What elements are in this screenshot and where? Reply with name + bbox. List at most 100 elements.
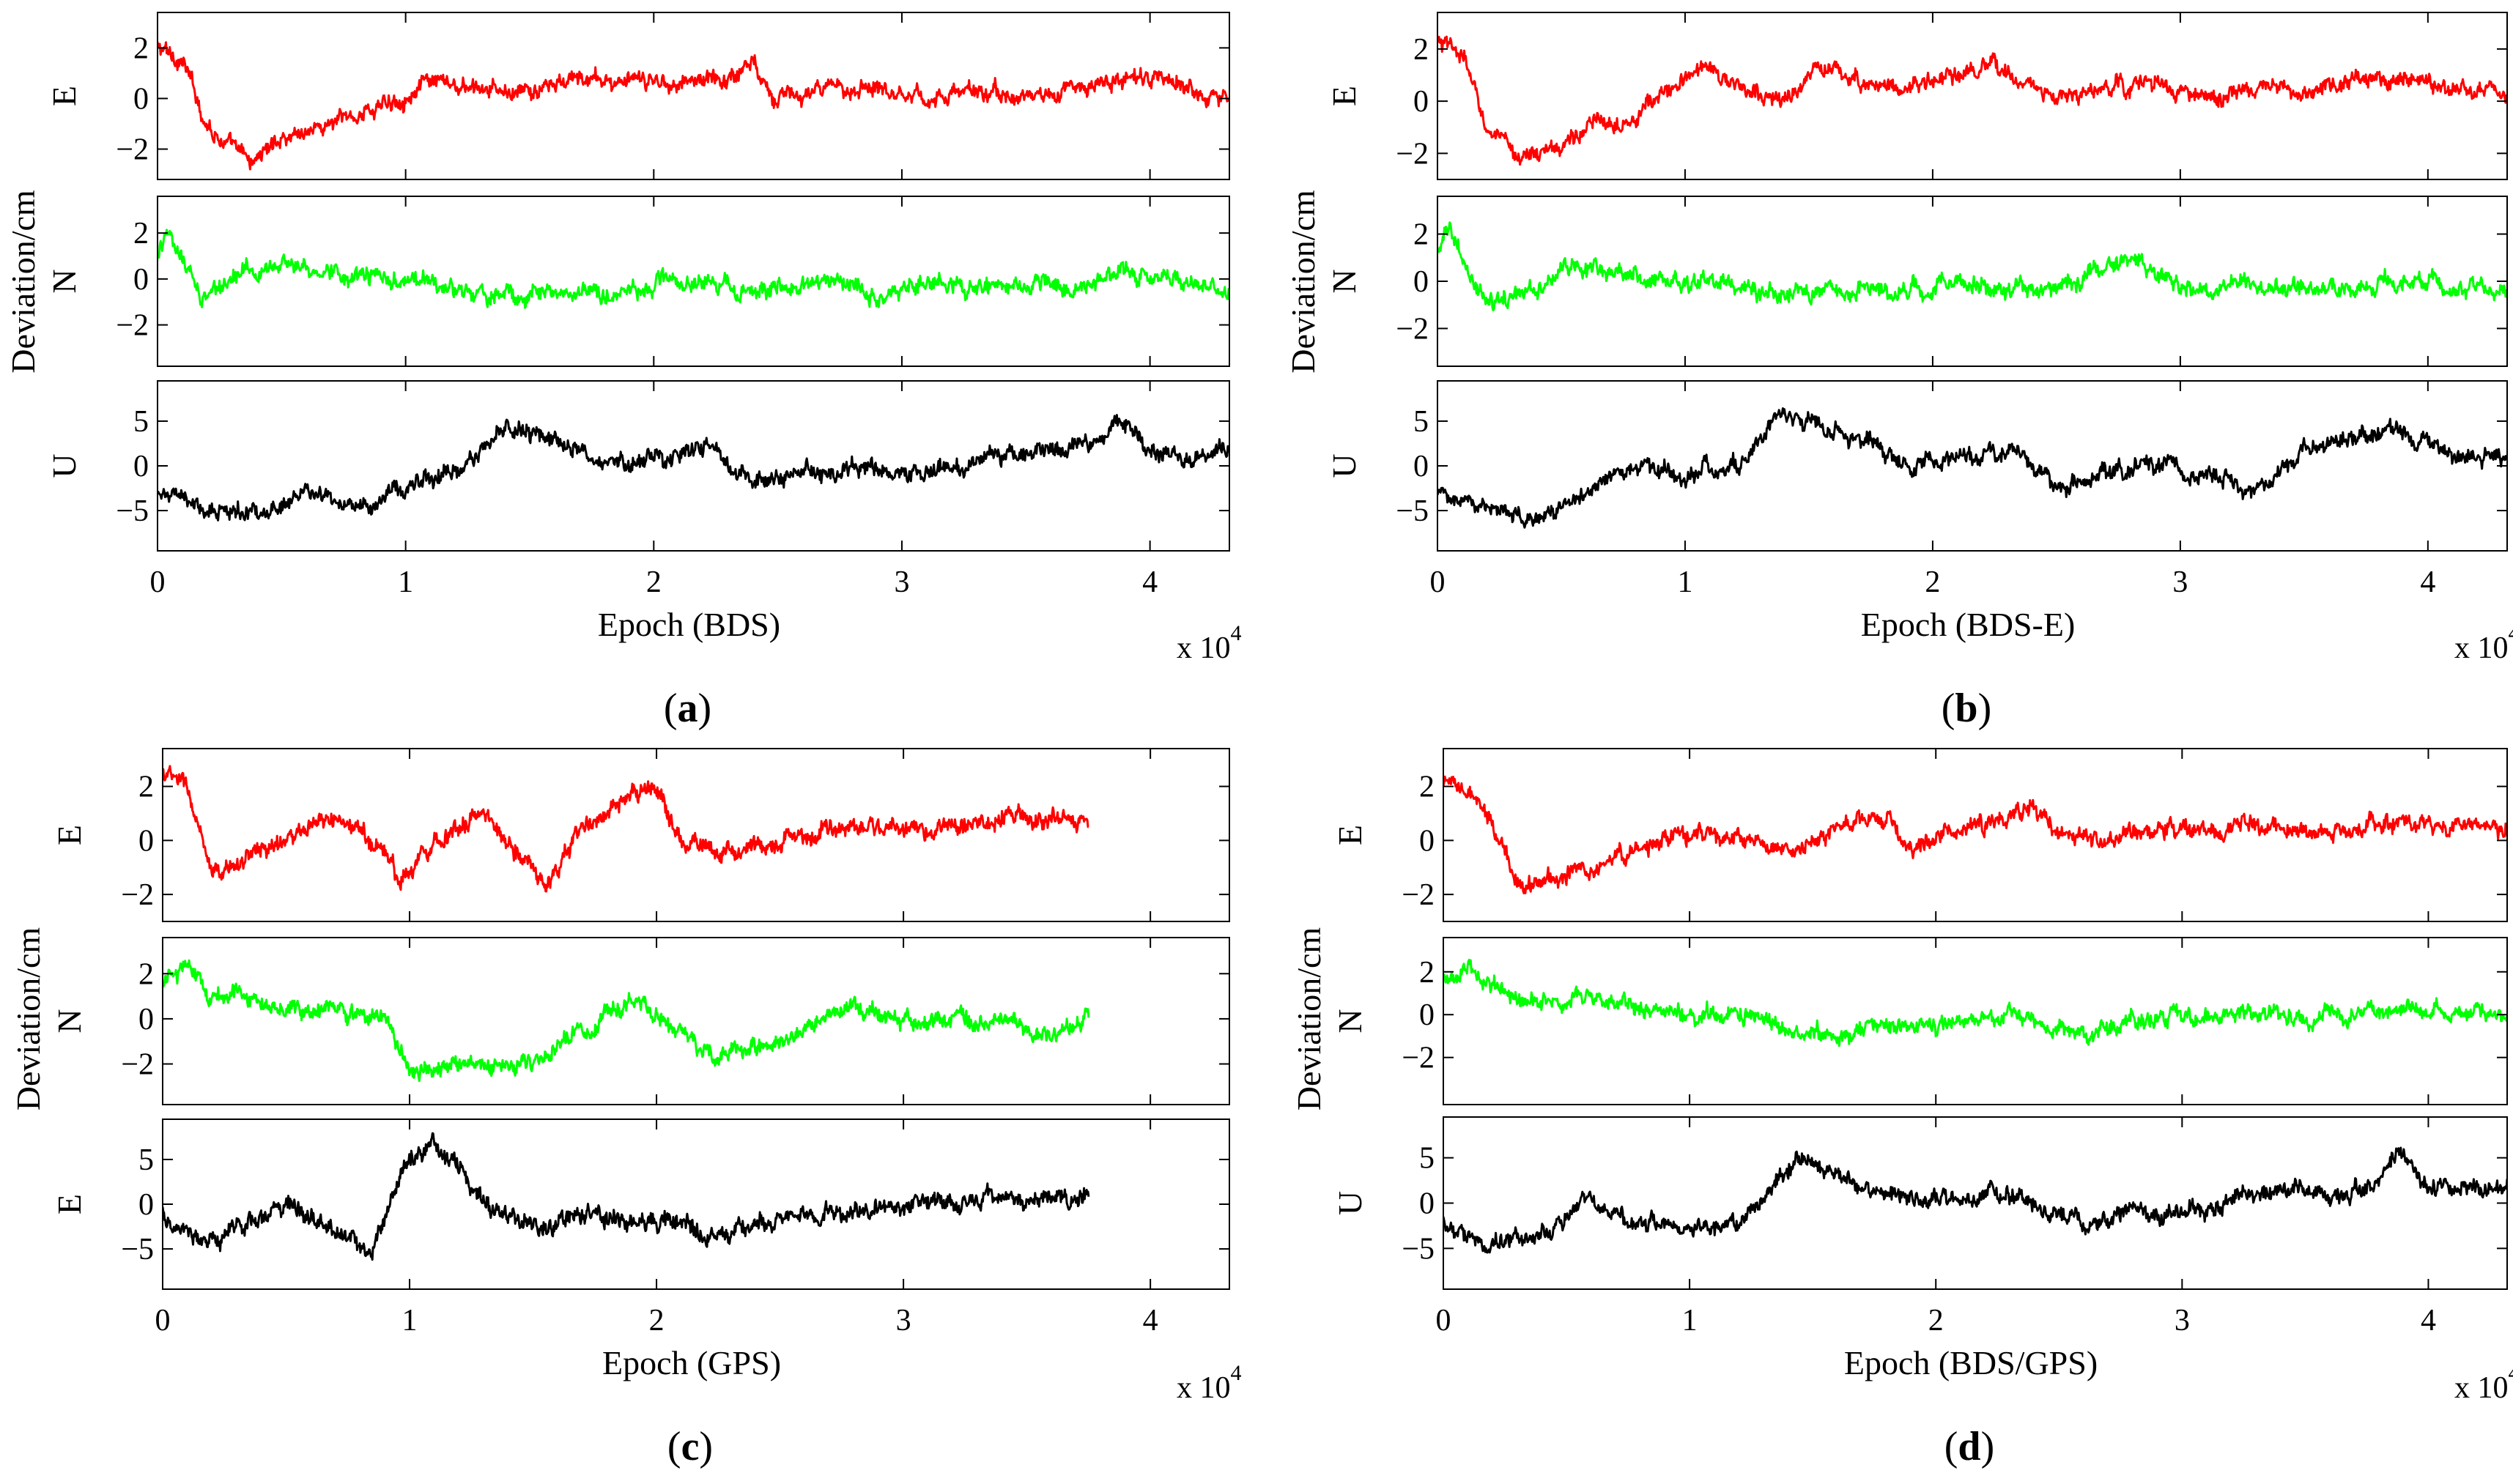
axes-frame [1443,937,2508,1105]
y-tick-label: −2 [121,1048,154,1082]
series-line-e [1437,35,2507,166]
x-axis-label: Epoch (BDS) [598,606,780,643]
x-tick-label: 1 [402,1304,418,1338]
y-tick-label: 0 [133,263,149,297]
subplot-n-1: −2 0 2 N [51,937,1230,1105]
y-tick-label: 5 [133,405,149,439]
y-tick-label: 0 [1413,85,1429,119]
x-tick-label: 1 [1682,1304,1698,1338]
subplot-e-0: −2 0 2 E [51,748,1230,922]
panel-caption: (b) [1942,686,1991,731]
component-label: E [1331,825,1369,845]
y-tick-label: −5 [1402,1232,1435,1266]
y-tick-label: −5 [121,1233,154,1266]
component-label: N [51,1009,88,1033]
series-line-u [1437,407,2507,529]
axes-frame [162,937,1230,1105]
y-tick-label: 2 [133,217,149,251]
x-tick-label: 0 [1430,565,1446,599]
x-tick-label: 3 [2175,1304,2190,1338]
subplot-n-1: −2 0 2 N [1331,937,2508,1105]
component-label: U [45,453,83,478]
series-line-e [1443,775,2507,894]
subplot-e-0: −2 0 2 E [1325,12,2508,180]
y-tick-label: 0 [1413,265,1429,299]
y-tick-label: 0 [138,824,154,858]
x-tick-label: 3 [894,565,909,599]
y-tick-label: 0 [1419,998,1435,1032]
y-axis-label: Deviation/cm [10,927,47,1111]
x-axis-label: Epoch (BDS-E) [1861,606,2076,643]
panel-caption: (c) [667,1424,713,1469]
x-axis-multiplier: x 104 [1177,621,1242,665]
axes-frame [157,12,1230,180]
component-label: U [1325,453,1363,478]
x-axis-exponent: 4 [2509,621,2513,645]
axes-frame [157,196,1230,367]
axes-frame [1437,12,2508,180]
chart-panel-b: −2 0 2 E −2 0 2 N −5 0 5 U Deviation/cm 0 1 2 3 4 Epoch (B… [1284,12,2513,731]
y-axis-label: Deviation/cm [1284,190,1322,374]
y-tick-label: 5 [1419,1142,1435,1176]
x-tick-label: 0 [150,565,166,599]
y-tick-label: 2 [138,957,154,991]
component-label: E [51,825,88,845]
x-tick-label: 2 [646,565,662,599]
y-tick-label: −2 [1396,312,1429,346]
series-line-e [163,1132,1090,1261]
x-axis-multiplier: x 104 [2454,1361,2513,1405]
series-line-n [163,959,1090,1083]
x-tick-label: 3 [896,1304,911,1338]
x-axis-label: Epoch (BDS/GPS) [1844,1344,2098,1381]
component-label: U [1331,1191,1369,1215]
series-line-e [163,765,1089,893]
subplot-u-2: −5 0 5 U [1331,1116,2508,1290]
series-line-n [158,229,1229,309]
y-tick-label: 0 [1419,1187,1435,1221]
x-tick-label: 2 [1928,1304,1944,1338]
x-tick-label: 0 [155,1304,171,1338]
axes-frame [157,380,1230,552]
chart-panel-c: −2 0 2 E −2 0 2 N −5 0 5 E Deviation/cm 0 1 2 3 4 Epoch (G… [10,748,1242,1469]
chart-panel-a: −2 0 2 E −2 0 2 N −5 0 5 U Deviation/cm 0 1 2 3 4 Epoch (B… [4,12,1242,731]
y-tick-label: −2 [1402,1042,1435,1075]
y-tick-label: 2 [138,771,154,804]
y-tick-label: 2 [1413,33,1429,67]
y-tick-label: 0 [1419,824,1435,858]
y-tick-label: −5 [116,494,149,528]
x-tick-label: 1 [398,565,413,599]
y-tick-label: 2 [1413,218,1429,252]
x-tick-label: 3 [2172,565,2188,599]
component-label: N [1331,1009,1369,1033]
y-tick-label: −2 [116,309,149,343]
component-label: E [51,1194,88,1214]
y-tick-label: −2 [116,133,149,167]
x-tick-label: 2 [1925,565,1940,599]
y-tick-label: 0 [1413,450,1429,483]
y-tick-label: 0 [133,450,149,483]
series-line-n [1443,958,2507,1047]
subplot-e-2: −5 0 5 E [51,1118,1230,1290]
subplot-n-1: −2 0 2 N [45,196,1230,367]
y-axis-label: Deviation/cm [4,190,42,374]
component-label: E [1325,86,1363,106]
x-axis-multiplier: x 104 [1177,1361,1242,1405]
y-tick-label: −2 [1396,137,1429,171]
x-tick-label: 4 [2420,565,2435,599]
component-label: N [45,269,83,293]
series-line-u [1443,1146,2507,1254]
chart-panel-d: −2 0 2 E −2 0 2 N −5 0 5 U Deviation/cm 0 1 2 3 4 Epoch (B… [1290,748,2513,1469]
y-tick-label: 0 [133,82,149,116]
x-tick-label: 4 [2421,1304,2436,1338]
y-tick-label: −2 [1402,878,1435,912]
component-label: N [1325,269,1363,293]
x-axis-exponent: 4 [1231,621,1242,645]
y-tick-label: −5 [1396,494,1429,528]
x-axis-exponent: 4 [2509,1361,2513,1385]
series-line-e [158,41,1229,171]
y-tick-label: 2 [1419,771,1435,804]
component-label: E [45,86,83,106]
y-tick-label: 5 [138,1143,154,1177]
axes-frame [162,748,1230,922]
